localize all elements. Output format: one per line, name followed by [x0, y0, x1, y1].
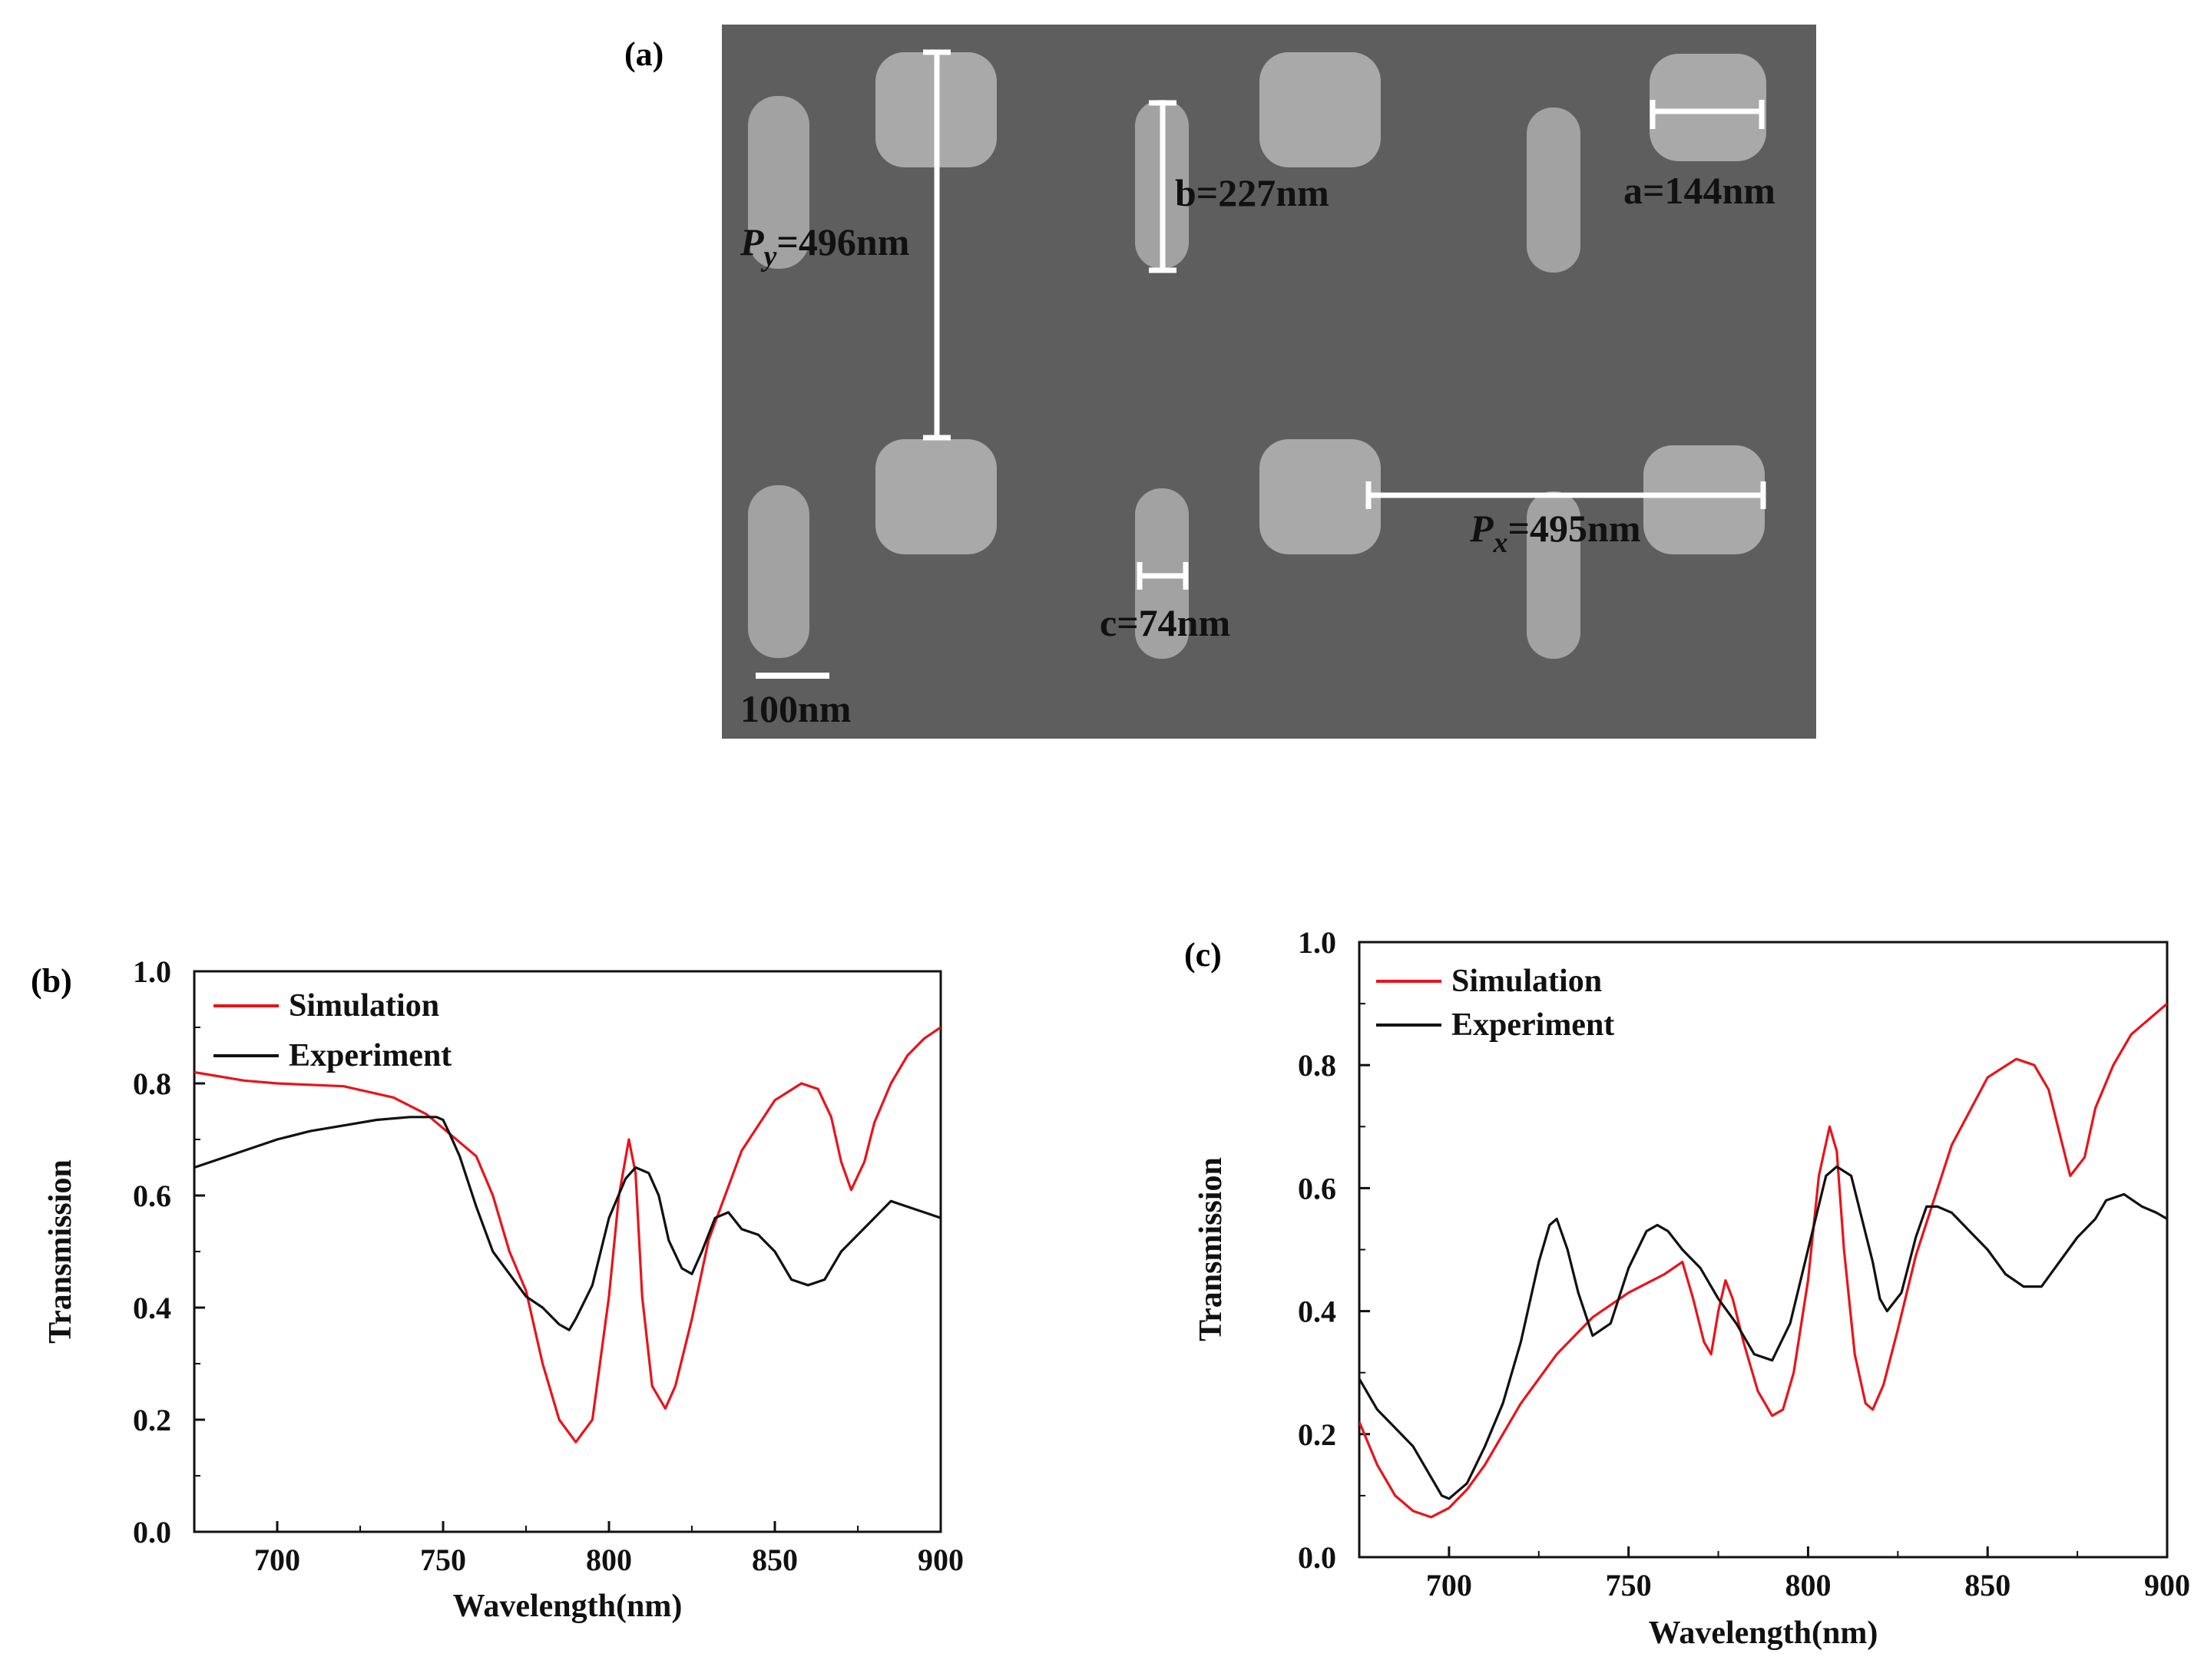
y-axis-title: Transmission [1193, 1157, 1229, 1341]
px-symbol: P [1469, 507, 1494, 550]
legend-label-simulation: Simulation [1451, 964, 1602, 999]
y-tick-label: 1.0 [1298, 925, 1336, 960]
panel-c-chart: (c) 700 750 800 850 900 0.0 0.2 0.4 0.6 0.8 1.0 Wave… [1184, 925, 2190, 1651]
y-tick-label: 0.8 [133, 1067, 171, 1101]
y-axis-title: Transmission [43, 1159, 78, 1344]
panel-letter: (b) [31, 962, 72, 1000]
x-tick-label: 900 [918, 1543, 964, 1577]
y-tick-label: 0.8 [1298, 1048, 1336, 1083]
y-tick-label: 0.0 [133, 1515, 171, 1549]
y-tick-label: 0.6 [133, 1179, 171, 1213]
scale-bar-label: 100nm [740, 687, 851, 730]
c-dimension-bar [1137, 562, 1189, 590]
y-tick-label: 0.4 [1298, 1295, 1336, 1329]
py-symbol: P [740, 220, 764, 263]
legend-label-experiment: Experiment [289, 1038, 452, 1073]
py-value: =496nm [776, 220, 909, 263]
x-tick-label: 750 [420, 1543, 466, 1577]
y-tick-label: 0.2 [1298, 1417, 1336, 1452]
sem-square-particle [1259, 439, 1381, 554]
x-axis-title: Wavelength(nm) [453, 1589, 683, 1624]
panel-a-letter: (a) [624, 35, 664, 73]
series-line-simulation [1359, 1002, 2167, 1519]
b-label: b=227nm [1175, 171, 1329, 214]
py-label: Py=496nm [740, 220, 909, 273]
x-tick-label: 850 [1964, 1568, 2010, 1602]
panel-letter: (c) [1184, 936, 1222, 974]
sem-square-particle [1643, 445, 1765, 554]
sem-square-particle [875, 439, 997, 554]
x-tick-label: 700 [1426, 1568, 1472, 1602]
px-dimension-bar [1365, 481, 1766, 509]
c-label: c=74nm [1100, 601, 1230, 644]
py-subscript: y [761, 240, 777, 273]
y-tick-label: 0.0 [1298, 1540, 1336, 1575]
a-label: a=144nm [1623, 169, 1775, 212]
py-dimension-bar [923, 49, 951, 441]
panel-b-chart: (b) 700 750 800 850 900 0.0 0.2 0.4 0.6 0.8 1.0 Wave… [31, 954, 964, 1624]
px-subscript: x [1493, 527, 1508, 559]
series-line-experiment [1359, 1165, 2167, 1500]
px-label: Px=495nm [1469, 507, 1641, 559]
x-tick-label: 700 [254, 1543, 300, 1577]
x-tick-label: 850 [752, 1543, 798, 1577]
y-tick-label: 1.0 [133, 954, 171, 989]
px-value: =495nm [1508, 507, 1641, 550]
x-tick-label: 750 [1606, 1568, 1652, 1602]
panel-a: (a) Py=496nm b=227nm [624, 25, 1816, 739]
x-tick-label: 900 [2144, 1568, 2190, 1602]
sem-rod-particle [1527, 107, 1580, 273]
b-dimension-bar [1149, 100, 1176, 273]
x-tick-label: 800 [1785, 1568, 1831, 1602]
y-tick-label: 0.6 [1298, 1171, 1336, 1205]
series-line-simulation [194, 1026, 941, 1444]
sem-rod-particle [748, 485, 809, 658]
series-line-experiment [194, 1116, 941, 1331]
sem-rod-particle [748, 96, 809, 269]
x-tick-label: 800 [586, 1543, 632, 1577]
sem-square-particle [1650, 54, 1766, 161]
y-tick-label: 0.4 [133, 1291, 171, 1325]
sem-rod-particle [1527, 491, 1580, 659]
legend-label-experiment: Experiment [1451, 1007, 1614, 1043]
legend-label-simulation: Simulation [289, 988, 439, 1024]
a-dimension-bar [1650, 100, 1765, 129]
x-axis-title: Wavelength(nm) [1649, 1616, 1878, 1651]
sem-square-particle [1259, 52, 1381, 167]
y-tick-label: 0.2 [133, 1403, 171, 1437]
